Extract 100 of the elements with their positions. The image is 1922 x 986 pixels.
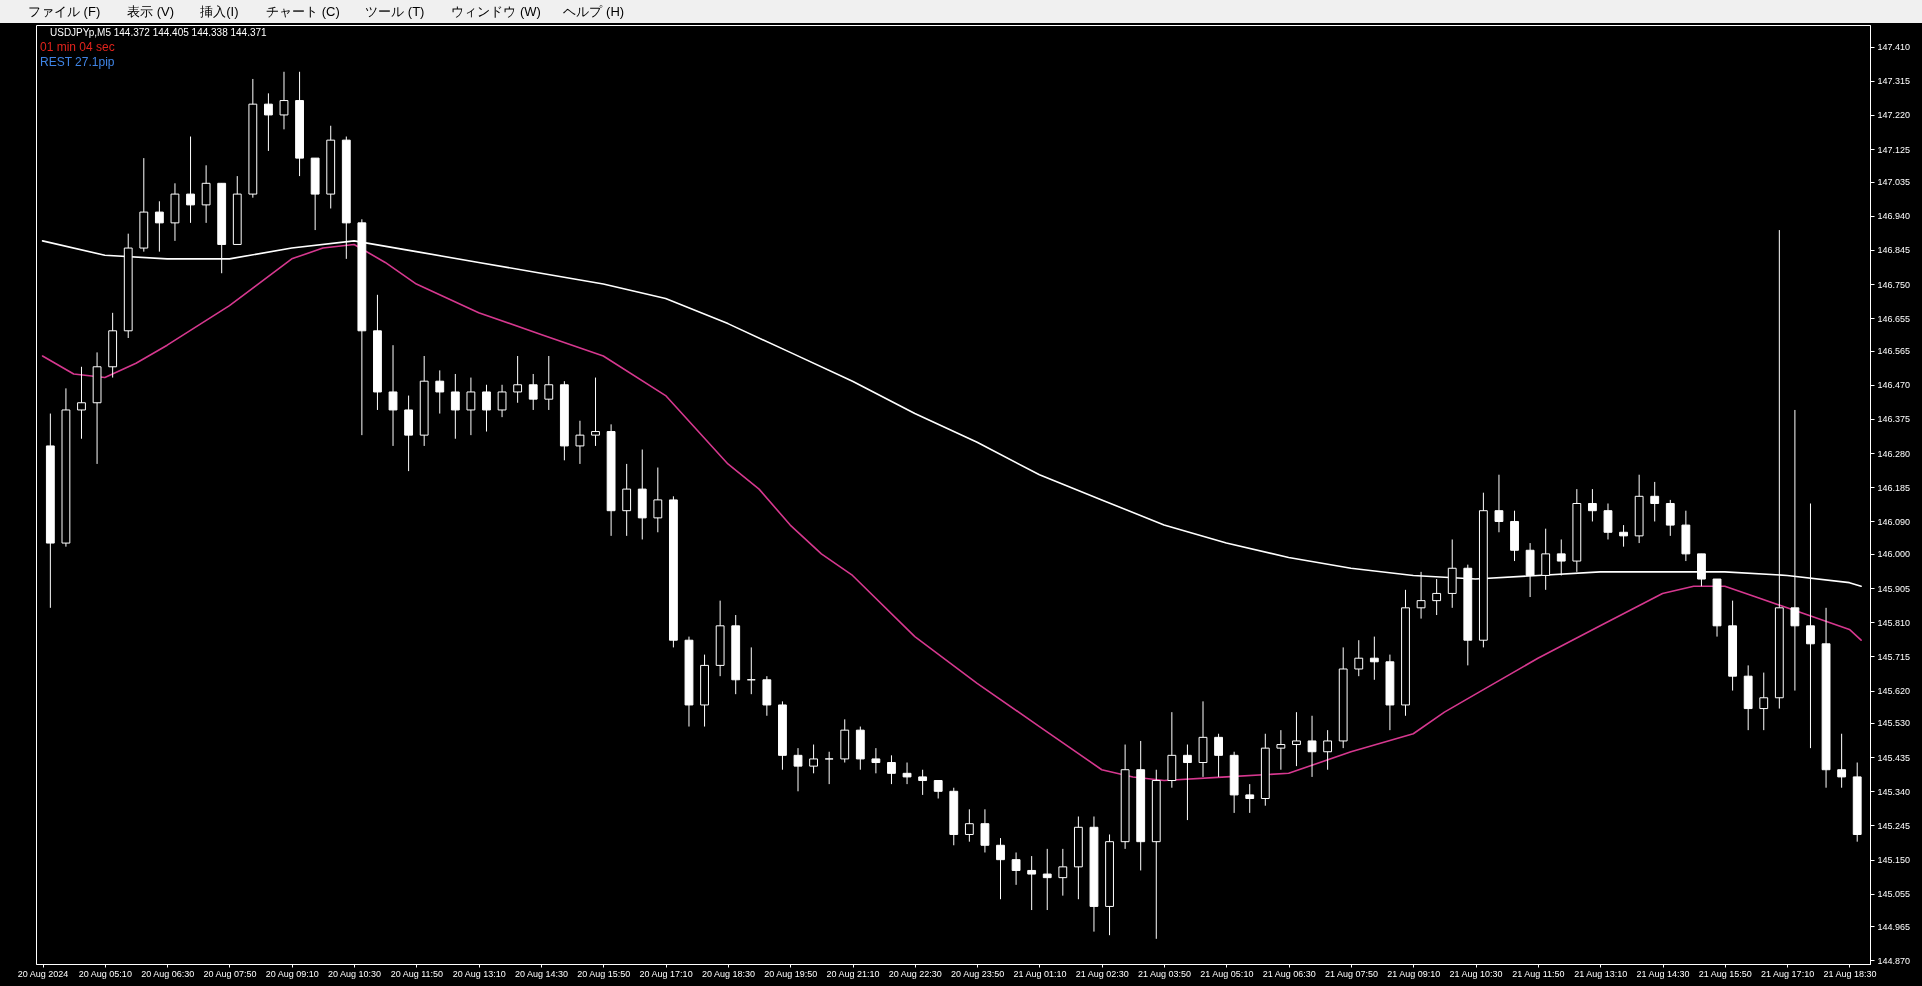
y-tick-label: 145.055 [1877, 889, 1911, 900]
candlestick [1276, 729, 1286, 771]
x-tick-label: 21 Aug 18:30 [1823, 968, 1877, 979]
y-tick-label: 146.090 [1877, 516, 1911, 527]
candlestick [1588, 488, 1597, 522]
x-tick-label: 21 Aug 01:10 [1013, 968, 1067, 979]
candlestick [1011, 851, 1021, 886]
candlestick [1556, 538, 1566, 576]
candlestick [1292, 711, 1301, 767]
candlestick [1214, 733, 1223, 778]
y-tick-label: 144.965 [1877, 921, 1911, 932]
candlestick [201, 164, 211, 224]
candlestick [435, 369, 445, 415]
x-tick-label: 20 Aug 18:30 [701, 968, 755, 979]
candlestick [918, 769, 928, 796]
candlestick [1354, 639, 1364, 677]
candlestick [450, 373, 460, 440]
y-tick-label: 147.315 [1877, 76, 1911, 87]
candlestick [809, 744, 819, 774]
y-tick-label: 147.125 [1877, 144, 1911, 155]
x-tick-label: 20 Aug 09:10 [265, 968, 319, 979]
candlestick [513, 355, 523, 404]
chart-title: USDJPYp,M5 144.372 144.405 144.338 144.371 [50, 27, 268, 38]
candlestick [1619, 524, 1628, 548]
candlestick [793, 747, 803, 792]
y-tick-label: 146.845 [1877, 245, 1911, 256]
candlestick [186, 136, 195, 224]
y-tick-label: 147.220 [1877, 110, 1911, 121]
candlestick [871, 747, 881, 774]
candlestick [1058, 848, 1068, 897]
y-tick-label: 144.870 [1877, 955, 1911, 966]
candlestick [528, 373, 538, 411]
x-tick-label: 21 Aug 11:50 [1512, 968, 1565, 979]
x-tick-label: 21 Aug 06:30 [1262, 968, 1316, 979]
candlestick [154, 200, 164, 253]
x-tick-label: 20 Aug 21:10 [826, 968, 880, 979]
text: ヘルプ (H) [563, 4, 625, 19]
y-tick-label: 146.750 [1877, 279, 1911, 290]
x-tick-label: 20 Aug 2024 [17, 968, 69, 979]
y-tick-label: 145.435 [1877, 752, 1911, 763]
candlestick [466, 377, 476, 436]
x-tick-label: 21 Aug 15:50 [1698, 968, 1752, 979]
candlestick [544, 355, 554, 411]
y-tick-label: 146.470 [1877, 380, 1911, 391]
y-tick-label: 147.410 [1877, 42, 1911, 53]
candlestick [824, 751, 834, 785]
x-tick-label: 20 Aug 07:50 [203, 968, 257, 979]
y-tick-label: 145.340 [1877, 786, 1911, 797]
candlestick [1183, 744, 1192, 821]
candlestick [1837, 733, 1847, 789]
y-tick-label: 147.035 [1877, 177, 1911, 187]
candlestick [591, 377, 600, 447]
text: ファイル (F) [28, 4, 101, 19]
candlestick [497, 384, 507, 418]
candlestick [1650, 481, 1660, 522]
candlestick [1665, 499, 1675, 537]
candlestick [996, 837, 1005, 900]
y-tick-label: 146.655 [1877, 313, 1911, 324]
line-series [41, 243, 1862, 782]
y-tick-label: 146.940 [1877, 211, 1911, 222]
candlestick [279, 71, 289, 130]
x-tick-label: 20 Aug 15:50 [577, 968, 631, 979]
x-tick-label: 21 Aug 17:10 [1761, 968, 1815, 979]
candlestick [482, 384, 491, 433]
y-tick-label: 145.715 [1877, 651, 1911, 662]
candlestick [902, 762, 912, 785]
y-tick-label: 146.565 [1877, 346, 1911, 357]
candlestick [77, 366, 86, 440]
x-tick-label: 21 Aug 05:10 [1200, 968, 1254, 979]
candlestick [1027, 855, 1037, 911]
candlestick [1245, 783, 1255, 814]
y-tick-label: 146.280 [1877, 448, 1911, 459]
y-tick-label: 146.375 [1877, 414, 1911, 425]
x-tick-label: 20 Aug 05:10 [78, 968, 132, 979]
candlestick [1603, 502, 1613, 540]
x-tick-label: 21 Aug 13:10 [1574, 968, 1628, 979]
candlestick [388, 344, 398, 447]
annotation: 01 min 04 sec [40, 40, 115, 54]
text: 挿入(I) [200, 4, 239, 19]
x-tick-label: 20 Aug 19:50 [764, 968, 818, 979]
x-tick-label: 20 Aug 13:10 [452, 968, 506, 979]
x-tick-label: 21 Aug 02:30 [1075, 968, 1129, 979]
candlestick [1307, 715, 1317, 778]
y-tick-label: 145.905 [1877, 583, 1911, 594]
candlestick [1042, 848, 1052, 911]
annotation: REST 27.1pip [40, 55, 115, 69]
candlestick [964, 808, 974, 843]
text: 表示 (V) [127, 4, 175, 19]
x-tick-label: 20 Aug 17:10 [639, 968, 693, 979]
y-tick-label: 145.810 [1877, 617, 1911, 628]
x-tick-label: 21 Aug 07:50 [1324, 968, 1379, 979]
x-tick-label: 20 Aug 22:30 [888, 968, 942, 979]
text: ウィンドウ (W) [451, 4, 541, 19]
x-tick-label: 21 Aug 09:10 [1387, 968, 1441, 979]
candlestick [575, 420, 585, 465]
x-tick-label: 20 Aug 11:50 [390, 968, 444, 979]
y-tick-label: 145.245 [1877, 820, 1911, 831]
x-tick-label: 21 Aug 14:30 [1636, 968, 1690, 979]
x-tick-label: 21 Aug 03:50 [1138, 968, 1192, 979]
x-tick-label: 20 Aug 14:30 [514, 968, 569, 979]
